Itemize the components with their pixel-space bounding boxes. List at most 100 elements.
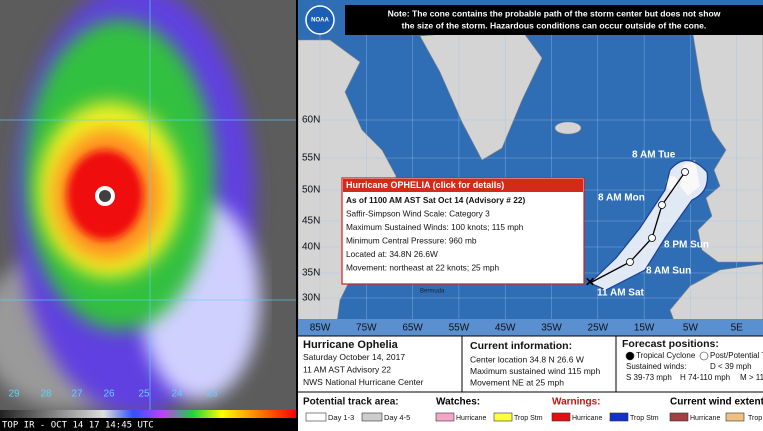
- legend-item: Day 4-5: [384, 413, 410, 422]
- latitude-label: 55N: [302, 153, 320, 164]
- latitude-label: 30N: [302, 293, 320, 304]
- satellite-image: [0, 0, 296, 410]
- swatch-hurricane-warning: [551, 412, 571, 422]
- longitude-label: 25W: [588, 323, 609, 334]
- map-note: the size of the storm. Hazardous conditi…: [402, 20, 707, 30]
- swatch-hurricane-wind: [669, 412, 689, 422]
- iceland: [554, 121, 582, 135]
- swatch-day13: [305, 412, 327, 422]
- latitude-label: 40N: [302, 242, 320, 253]
- legend-item: Sustained winds:: [626, 362, 686, 371]
- forecast-cone: [588, 159, 709, 291]
- legend-title: Watches:: [436, 397, 480, 408]
- forecast-label: 8 PM Sun: [664, 240, 709, 251]
- storm-info: NWS National Hurricane Center: [303, 377, 424, 387]
- forecast-label: 8 AM Sun: [646, 266, 691, 277]
- place-label: Bermuda: [420, 289, 445, 295]
- longitude-label: 65W: [402, 323, 423, 334]
- latitude-label: 35N: [302, 268, 320, 279]
- storm-info: Saturday October 14, 2017: [303, 352, 405, 362]
- longitude-label: 28: [40, 389, 52, 400]
- latitude-label: 45N: [302, 216, 320, 227]
- popup-header[interactable]: [343, 179, 583, 192]
- legend-item: Trop Stm: [748, 415, 763, 422]
- longitude-label: 27: [71, 389, 83, 400]
- greenland: [419, 27, 543, 161]
- forecast-points: [626, 168, 689, 266]
- longitude-label: 23: [206, 389, 218, 400]
- legend-item: Hurricane: [572, 415, 602, 422]
- current-info: Maximum sustained wind 115 mph: [470, 366, 601, 376]
- legend-title: Current information:: [470, 340, 572, 352]
- longitude-label: 24: [171, 389, 183, 400]
- color-scale: [0, 410, 296, 418]
- swatch-ts-warning: [609, 412, 629, 422]
- legend-item: D < 39 mph: [710, 362, 752, 371]
- legend-item: Hurricane: [690, 415, 720, 422]
- latitude-label: 50N: [302, 185, 320, 196]
- longitude-label: 85W: [310, 323, 331, 334]
- legend-title: Warnings:: [552, 397, 601, 408]
- popup-line: Movement: northeast at 22 knots; 25 mph: [346, 263, 500, 273]
- legend-item: Trop Stm: [630, 415, 659, 422]
- legend-item: M > 110 mph: [740, 373, 763, 382]
- forecast-point: [626, 258, 634, 266]
- swatch-ts-wind: [725, 412, 745, 422]
- note-box: [345, 5, 763, 35]
- current-info: Movement NE at 25 mph: [470, 377, 564, 387]
- satellite-caption: TOP IR - OCT 14 17 14:45 UTC: [2, 421, 154, 431]
- africa: [669, 263, 763, 336]
- legend-swatches: [305, 351, 745, 422]
- popup-line: Minimum Central Pressure: 960 mb: [346, 236, 477, 246]
- legend-title: Current wind extent:: [670, 397, 763, 408]
- latitude-label: 60N: [302, 115, 320, 126]
- legend-title: Forecast positions:: [622, 338, 719, 350]
- legend-item: Day 1-3: [328, 413, 354, 422]
- longitude-label: 75W: [356, 323, 377, 334]
- legend-item: S 39-73 mph: [626, 373, 672, 382]
- longitude-label: 45W: [495, 323, 516, 334]
- storm-info: 11 AM AST Advisory 22: [303, 364, 391, 374]
- current-info: Center location 34.8 N 26.6 W: [470, 354, 584, 364]
- legend-item: Post/Potential TC: [710, 351, 763, 360]
- longitude-label: 5W: [683, 323, 699, 334]
- logo-text: NOAA: [311, 18, 329, 24]
- map-note: Note: The cone contains the probable pat…: [388, 8, 721, 18]
- legend-item: Tropical Cyclone: [636, 351, 696, 360]
- longitude-label: 25: [138, 389, 150, 400]
- forecast-point: [648, 234, 656, 242]
- divider: [296, 0, 298, 431]
- popup-line: Maximum Sustained Winds: 100 knots; 115 …: [346, 222, 524, 232]
- swatch-ts-watch: [493, 412, 513, 422]
- forecast-label: 11 AM Sat: [597, 288, 645, 299]
- forecast-map: ✕: [298, 0, 763, 336]
- noaa-logo: [305, 5, 335, 35]
- longitude-label: 5E: [731, 323, 744, 334]
- longitude-label: 29: [8, 389, 20, 400]
- popup-title[interactable]: Hurricane OPHELIA (click for details): [346, 180, 504, 190]
- swatch-hurricane-watch: [435, 412, 455, 422]
- graticule: [0, 0, 296, 410]
- legend-title: Potential track area:: [303, 397, 399, 408]
- current-position-marker: ✕: [585, 275, 595, 289]
- longitude-label: 35W: [541, 323, 562, 334]
- tropical-cyclone-symbol: [625, 351, 635, 361]
- forecast-label: 8 AM Tue: [632, 150, 676, 161]
- longitude-band: [298, 319, 763, 336]
- forecast-point: [658, 201, 666, 209]
- longitude-label: 26: [103, 389, 115, 400]
- swatch-day45: [361, 412, 383, 422]
- legend-item: Trop Stm: [514, 415, 543, 422]
- popup-line: Saffir-Simpson Wind Scale: Category 3: [346, 209, 490, 219]
- forecast-point: [681, 168, 689, 176]
- forecast-label: 8 AM Mon: [598, 193, 645, 204]
- europe: [691, 27, 763, 263]
- longitude-label: 15W: [634, 323, 655, 334]
- storm-info: Hurricane Ophelia: [303, 339, 399, 351]
- legend-item: H 74-110 mph: [680, 373, 730, 382]
- longitude-label: 55W: [449, 323, 470, 334]
- info-popup: [341, 177, 585, 285]
- popup-line: Located at: 34.8N 26.6W: [346, 249, 438, 259]
